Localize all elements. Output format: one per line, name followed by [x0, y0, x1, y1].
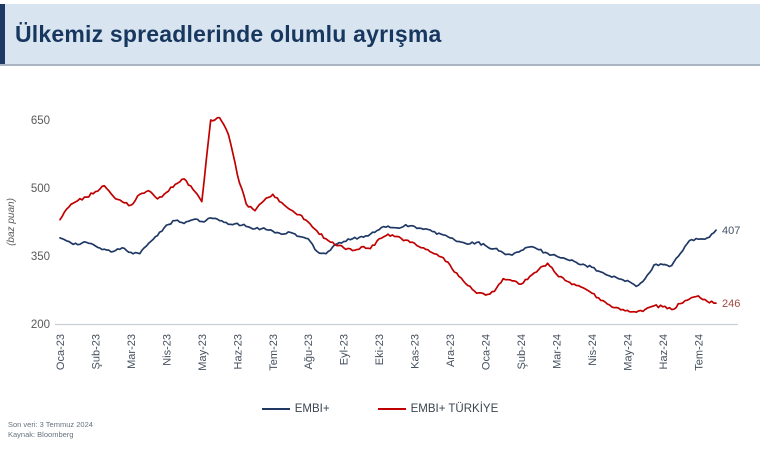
svg-text:350: 350 — [31, 251, 50, 263]
svg-text:407: 407 — [722, 225, 740, 237]
svg-text:Mar-24: Mar-24 — [551, 334, 563, 369]
svg-text:Tem-23: Tem-23 — [268, 334, 280, 371]
svg-text:Oca-24: Oca-24 — [481, 334, 493, 370]
svg-text:Şub-24: Şub-24 — [516, 334, 528, 369]
embi-line-swatch — [261, 408, 290, 410]
header-accent-bar — [0, 4, 5, 64]
svg-text:200: 200 — [31, 319, 50, 331]
svg-text:Nis-23: Nis-23 — [161, 334, 173, 366]
spread-line-chart: 200 350 500 650 (baz puan) Oca-23 Şub-23 Mar-23… — [6, 115, 740, 371]
legend-label-embi: EMBI+ — [294, 403, 330, 415]
header-banner: Ülkemiz spreadlerinde olumlu ayrışma — [0, 4, 760, 66]
svg-text:Oca-23: Oca-23 — [55, 334, 67, 370]
chart-area: 200 350 500 650 (baz puan) Oca-23 Şub-23 Mar-23… — [0, 72, 760, 402]
legend-item-embi: EMBI+ — [261, 403, 330, 415]
svg-text:Haz-23: Haz-23 — [232, 334, 244, 369]
svg-text:500: 500 — [31, 183, 50, 195]
svg-text:Ara-23: Ara-23 — [445, 334, 457, 367]
svg-text:Tem-24: Tem-24 — [693, 334, 705, 371]
svg-text:Mar-23: Mar-23 — [126, 334, 138, 369]
source-line: Kaynak: Bloomberg — [8, 430, 74, 440]
svg-text:(baz puan): (baz puan) — [6, 198, 17, 246]
svg-text:650: 650 — [31, 115, 50, 127]
svg-text:Şub-23: Şub-23 — [90, 334, 102, 369]
legend-label-embi-turkiye: EMBI+ TÜRKİYE — [410, 403, 499, 415]
chart-legend: EMBI+ EMBI+ TÜRKİYE — [0, 403, 760, 415]
svg-text:Nis-24: Nis-24 — [587, 334, 599, 366]
last-data-note: Son veri: 3 Temmuz 2024 — [8, 420, 93, 429]
svg-text:Ağu-23: Ağu-23 — [303, 334, 315, 369]
svg-text:May-23: May-23 — [197, 334, 209, 371]
embi-turkiye-line-swatch — [377, 408, 406, 410]
svg-text:Kas-23: Kas-23 — [410, 334, 422, 369]
svg-text:May-24: May-24 — [622, 334, 634, 371]
svg-text:Haz-24: Haz-24 — [658, 334, 670, 369]
page-title: Ülkemiz spreadlerinde olumlu ayrışma — [15, 20, 442, 47]
svg-text:246: 246 — [722, 298, 740, 310]
svg-text:Eyl-23: Eyl-23 — [339, 334, 351, 365]
svg-text:Eki-23: Eki-23 — [374, 334, 386, 365]
source-note: Son veri: 3 Temmuz 2024 Kaynak: Bloomber… — [8, 420, 93, 440]
legend-item-embi-turkiye: EMBI+ TÜRKİYE — [377, 403, 499, 415]
